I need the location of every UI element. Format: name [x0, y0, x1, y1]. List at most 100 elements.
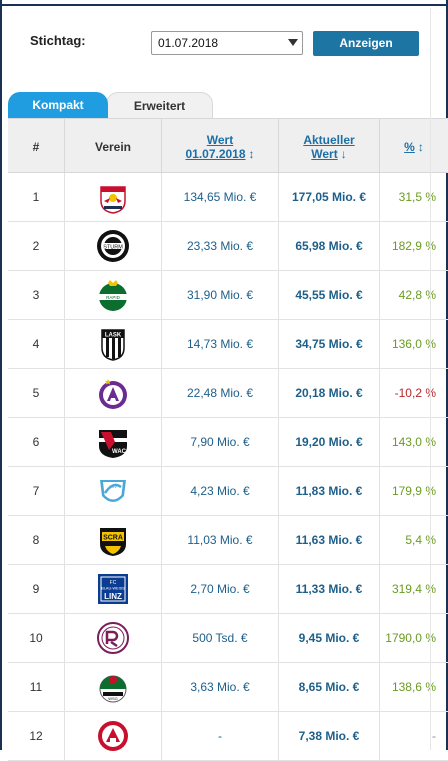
wert-cell[interactable]: 23,33 Mio. € [162, 222, 279, 270]
table-header: # Verein Wert 01.07.2018 ↕ Aktueller Wert… [8, 118, 448, 174]
wert-cell[interactable]: 4,23 Mio. € [162, 467, 279, 515]
frame-right-border [446, 0, 448, 750]
percent-change-cell: 5,4 % [405, 533, 436, 547]
header-percent[interactable]: % ↕ [380, 119, 448, 174]
date-select-value: 01.07.2018 [158, 36, 219, 50]
club-logo-cell[interactable] [65, 663, 162, 711]
wert-cell[interactable]: 11,03 Mio. € [162, 516, 279, 564]
table-row: 4 14,73 Mio. €34,75 Mio. € 136,0 % [8, 320, 448, 369]
percent-change-cell: 143,0 % [391, 435, 436, 449]
table-row: 8 11,03 Mio. €11,63 Mio. € 5,4 % [8, 516, 448, 565]
rank-cell: 12 [8, 712, 65, 760]
wert-cell[interactable]: 7,90 Mio. € [162, 418, 279, 466]
wert-cell[interactable]: - [162, 712, 279, 760]
header-aktueller-wert[interactable]: Aktueller Wert ↓ [279, 119, 380, 174]
frame-left-border [0, 0, 2, 750]
lask-logo[interactable] [95, 326, 131, 362]
wolfsberger-ac-logo[interactable] [95, 424, 131, 460]
wert-cell[interactable]: 500 Tsd. € [162, 614, 279, 662]
wert-cell[interactable]: 2,70 Mio. € [162, 565, 279, 613]
header-rank: # [8, 119, 65, 174]
aktueller-wert-cell[interactable]: 19,20 Mio. € [279, 418, 380, 466]
aktueller-wert-cell[interactable]: 11,83 Mio. € [279, 467, 380, 515]
chevron-down-icon [288, 39, 298, 46]
table-row: 6 7,90 Mio. €19,20 Mio. € 143,0 % [8, 418, 448, 467]
header-wert-link[interactable]: Wert [206, 132, 234, 147]
percent-change-cell: 319,4 % [391, 582, 436, 596]
club-logo-cell[interactable] [65, 173, 162, 221]
header-akt-link[interactable]: Aktueller [303, 132, 355, 147]
rank-cell: 6 [8, 418, 65, 466]
date-select[interactable]: 01.07.2018 [151, 31, 303, 55]
table-row: 9 2,70 Mio. €11,33 Mio. € 319,4 % [8, 565, 448, 614]
sort-down-icon[interactable]: ↓ [340, 146, 347, 161]
rank-cell: 4 [8, 320, 65, 368]
admira-wacker-logo[interactable] [95, 620, 131, 656]
table-row: 3 31,90 Mio. €45,55 Mio. € 42,8 % [8, 271, 448, 320]
aktueller-wert-cell[interactable]: 20,18 Mio. € [279, 369, 380, 417]
percent-change-cell: 182,9 % [391, 239, 436, 253]
wert-cell[interactable]: 3,63 Mio. € [162, 663, 279, 711]
club-logo-cell[interactable] [65, 614, 162, 662]
club-logo-cell[interactable] [65, 271, 162, 319]
rank-cell: 2 [8, 222, 65, 270]
wert-cell[interactable]: 31,90 Mio. € [162, 271, 279, 319]
red-bull-salzburg-logo[interactable] [95, 179, 131, 215]
sv-ried-logo[interactable] [95, 718, 131, 754]
rank-cell: 8 [8, 516, 65, 564]
tab-kompakt[interactable]: Kompakt [8, 92, 108, 118]
stichtag-label: Stichtag: [30, 33, 86, 48]
header-percent-link[interactable]: % [404, 139, 415, 154]
header-club: Verein [65, 119, 162, 174]
club-logo-cell[interactable] [65, 369, 162, 417]
rank-cell: 9 [8, 565, 65, 613]
club-logo-cell[interactable] [65, 418, 162, 466]
aktueller-wert-cell[interactable]: 45,55 Mio. € [279, 271, 380, 319]
wert-cell[interactable]: 14,73 Mio. € [162, 320, 279, 368]
austria-wien-logo[interactable] [95, 375, 131, 411]
percent-change-cell: -10,2 % [394, 386, 436, 400]
sturm-graz-logo[interactable] [95, 228, 131, 264]
rank-cell: 3 [8, 271, 65, 319]
tab-erweitert[interactable]: Erweitert [106, 92, 213, 118]
club-logo-cell[interactable] [65, 516, 162, 564]
club-logo-cell[interactable] [65, 712, 162, 760]
aktueller-wert-cell[interactable]: 11,63 Mio. € [279, 516, 380, 564]
table-row: 1 134,65 Mio. €177,05 Mio. € 31,5 % [8, 173, 448, 222]
header-wert-date-link[interactable]: 01.07.2018 [185, 146, 246, 161]
wert-cell[interactable]: 22,48 Mio. € [162, 369, 279, 417]
percent-change-cell: 179,9 % [391, 484, 436, 498]
scr-altach-logo[interactable] [95, 522, 131, 558]
club-logo-cell[interactable] [65, 320, 162, 368]
aktueller-wert-cell[interactable]: 8,65 Mio. € [279, 663, 380, 711]
aktueller-wert-cell[interactable]: 34,75 Mio. € [279, 320, 380, 368]
percent-change-cell: 42,8 % [398, 288, 436, 302]
aktueller-wert-cell[interactable]: 177,05 Mio. € [279, 173, 380, 221]
rank-cell: 5 [8, 369, 65, 417]
club-logo-cell[interactable] [65, 222, 162, 270]
table-row: 5 22,48 Mio. €20,18 Mio. € -10,2 % [8, 369, 448, 418]
rank-cell: 10 [8, 614, 65, 662]
header-akt-wert-link[interactable]: Wert [311, 146, 338, 161]
anzeigen-button[interactable]: Anzeigen [313, 31, 419, 56]
wsg-tirol-logo[interactable] [95, 669, 131, 705]
sort-updown-icon[interactable]: ↕ [248, 146, 255, 161]
club-logo-cell[interactable] [65, 467, 162, 515]
blau-weiss-linz-logo[interactable] [95, 571, 131, 607]
table-row: 2 23,33 Mio. €65,98 Mio. € 182,9 % [8, 222, 448, 271]
aktueller-wert-cell[interactable]: 7,38 Mio. € [279, 712, 380, 760]
table-row: 10 500 Tsd. €9,45 Mio. € 1790,0 % [8, 614, 448, 663]
aktueller-wert-cell[interactable]: 65,98 Mio. € [279, 222, 380, 270]
wert-cell[interactable]: 134,65 Mio. € [162, 173, 279, 221]
aktueller-wert-cell[interactable]: 11,33 Mio. € [279, 565, 380, 613]
club-logo-cell[interactable] [65, 565, 162, 613]
header-wert[interactable]: Wert 01.07.2018 ↕ [162, 119, 279, 174]
top-bar [0, 0, 448, 8]
tsv-hartberg-logo[interactable] [95, 473, 131, 509]
rank-cell: 7 [8, 467, 65, 515]
rapid-wien-logo[interactable] [95, 277, 131, 313]
rank-cell: 11 [8, 663, 65, 711]
sort-updown-icon[interactable]: ↕ [417, 139, 424, 154]
aktueller-wert-cell[interactable]: 9,45 Mio. € [279, 614, 380, 662]
percent-change-cell: 1790,0 % [385, 631, 436, 645]
